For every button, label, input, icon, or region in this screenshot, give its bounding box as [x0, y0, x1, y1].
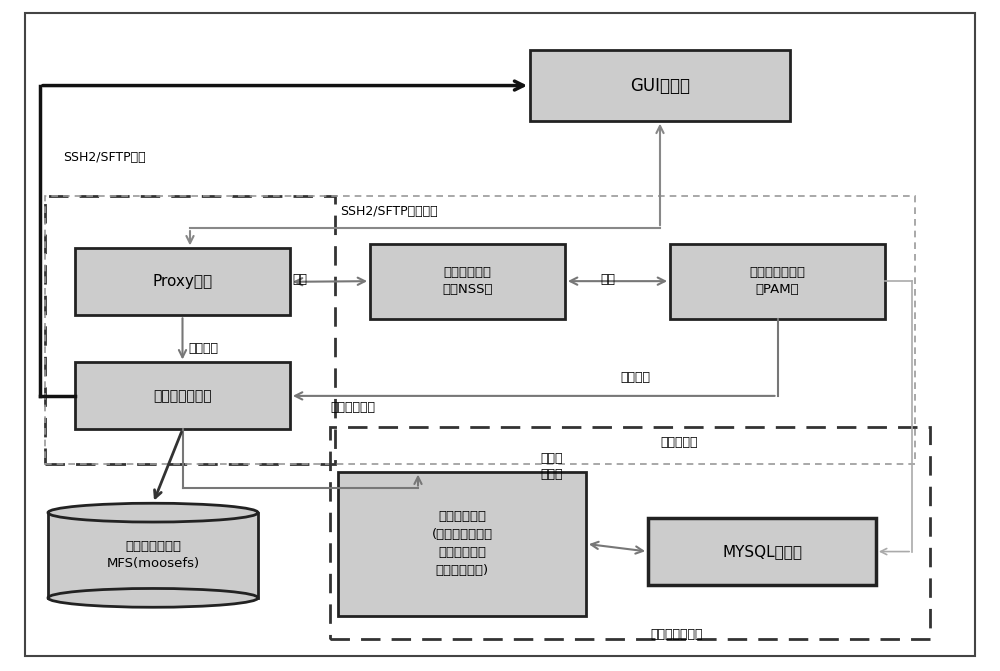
Bar	[48, 513, 258, 598]
Text: 会话管理服务器: 会话管理服务器	[650, 627, 702, 641]
Bar	[670, 244, 885, 319]
Text: 登录: 登录	[292, 272, 307, 286]
Bar	[338, 472, 586, 616]
Text: 文件系统服务器: 文件系统服务器	[153, 389, 212, 403]
Text: GUI客户端: GUI客户端	[630, 76, 690, 95]
Text: 用户接
入信息: 用户接 入信息	[540, 452, 562, 481]
Bar	[648, 518, 876, 585]
Bar	[75, 362, 290, 429]
Bar	[330, 427, 930, 639]
Bar	[75, 248, 290, 315]
Text: 账号注册: 账号注册	[620, 370, 650, 384]
Text: 分布式文件系统
MFS(moosefs): 分布式文件系统 MFS(moosefs)	[106, 540, 200, 570]
Bar	[45, 196, 915, 464]
Text: SSH2/SFTP协议扩展: SSH2/SFTP协议扩展	[340, 205, 438, 218]
Text: 名字服务转换
器（NSS）: 名字服务转换 器（NSS）	[442, 266, 493, 296]
Ellipse shape	[48, 503, 258, 522]
Text: MYSQL数据库: MYSQL数据库	[722, 544, 802, 559]
Text: 代理服务器: 代理服务器	[660, 436, 698, 450]
Text: 开始会话: 开始会话	[188, 342, 218, 356]
Text: 会话管理模块
(数据查询、数据
隔离、数据校
验、数据加密): 会话管理模块 (数据查询、数据 隔离、数据校 验、数据加密)	[431, 511, 493, 577]
Text: 获取接入信息: 获取接入信息	[330, 401, 375, 415]
Text: 可插入认证模块
（PAM）: 可插入认证模块 （PAM）	[750, 266, 806, 296]
Text: Proxy代理: Proxy代理	[152, 274, 213, 289]
Text: SSH2/SFTP协议: SSH2/SFTP协议	[63, 151, 146, 164]
Text: 认证: 认证	[600, 272, 615, 286]
Bar	[45, 196, 335, 464]
Bar	[530, 50, 790, 121]
Ellipse shape	[48, 588, 258, 607]
Bar	[370, 244, 565, 319]
